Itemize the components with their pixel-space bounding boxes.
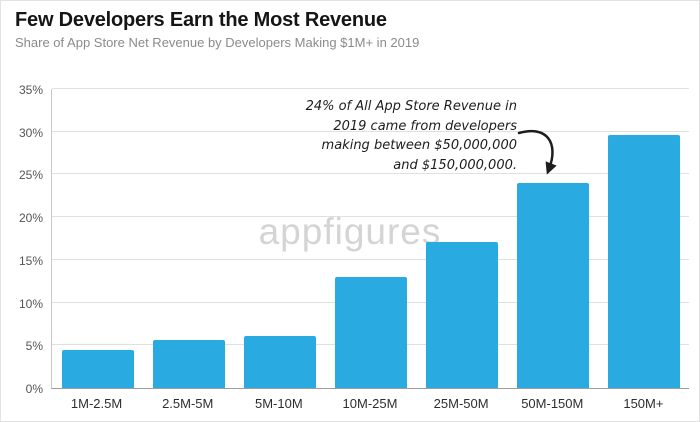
bar-25M-50M [425,241,498,388]
bar-slot [61,350,134,388]
y-tick-label: 35% [18,83,43,97]
bar-5M-10M [243,335,316,388]
bars-row [52,89,689,388]
bar-1M-2.5M [61,350,134,388]
annotation-text: 24% of All App Store Revenue in 2019 cam… [305,99,517,173]
grid-line [52,88,689,89]
chart-subtitle: Share of App Store Net Revenue by Develo… [15,35,420,50]
watermark: appfigures [258,211,442,252]
annotation-arrow-icon [517,130,557,175]
bar-slot [425,241,498,388]
bar-50M-150M [516,182,589,388]
bar-2.5M-5M [152,340,225,388]
chart-title: Few Developers Earn the Most Revenue [15,9,387,31]
x-tick-label: 50M-150M [521,396,584,411]
y-tick-label: 25% [18,168,43,183]
y-tick-label: 20% [18,211,43,226]
y-tick-label: 10% [18,296,43,311]
x-axis-labels: 1M-2.5M 2.5M-5M 5M-10M 10M-25M 25M-50M 50M-15… [51,396,689,411]
plot-area [51,88,689,389]
bar-10M-25M [334,276,407,388]
x-tick-label: 1M-2.5M [70,396,123,411]
bar-slot [334,276,407,388]
grid-line [52,130,689,132]
grid-line [52,258,689,260]
bar-slot [607,135,680,388]
x-tick-label: 2.5M-5M [162,396,214,411]
bar-slot [152,340,225,388]
y-tick-label: 0% [25,382,43,396]
y-tick-label: 30% [18,125,43,140]
x-tick-label: 10M-25M [342,396,398,411]
x-tick-label: 150M+ [623,396,664,411]
grid-line [52,173,689,175]
y-tick-label: 15% [18,253,43,268]
grid-line [52,216,689,218]
x-tick-label: 5M-10M [255,396,303,411]
x-tick-label: 25M-50M [433,396,489,411]
y-axis-labels: 0% 5% 10% 15% 20% 25% 30% 35% [1,83,43,396]
bar-slot [243,335,316,388]
bar-slot [516,182,589,388]
bar-150M+ [607,135,680,388]
y-tick-label: 5% [25,339,43,354]
